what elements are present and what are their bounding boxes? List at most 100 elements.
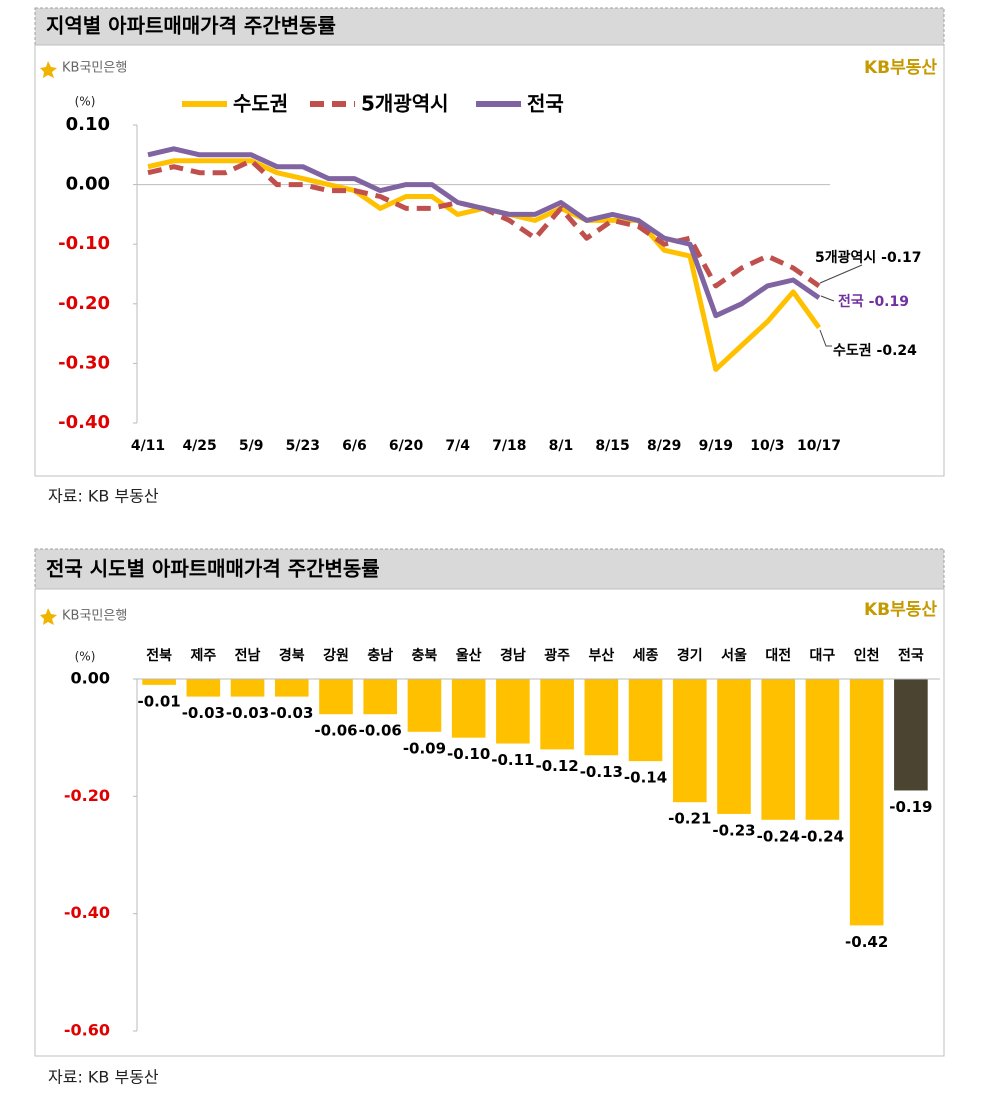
brand-logo: KB부동산	[864, 600, 937, 620]
value-label: -0.21	[668, 810, 711, 828]
bar	[363, 679, 398, 715]
bank-logo: KB국민은행	[62, 60, 127, 76]
x-tick-label: 6/6	[342, 438, 367, 454]
section-header	[34, 548, 945, 590]
legend-label: 5개광역시	[361, 92, 449, 116]
value-label: -0.14	[624, 769, 667, 787]
leader-line	[819, 264, 863, 284]
x-tick-label: 10/3	[750, 438, 784, 454]
value-label: -0.11	[491, 751, 534, 769]
value-label: -0.06	[359, 722, 402, 740]
y-tick-label: -0.20	[64, 786, 110, 805]
unit-label: (%)	[75, 650, 96, 664]
x-tick-label: 충남	[367, 647, 393, 664]
value-label: -0.06	[314, 722, 357, 740]
logo-icon	[40, 608, 57, 625]
x-tick-label: 경남	[500, 647, 526, 664]
value-label: -0.10	[447, 745, 490, 763]
x-tick-label: 9/19	[699, 438, 733, 454]
x-tick-label: 7/18	[492, 438, 526, 454]
value-label: -0.12	[535, 757, 578, 775]
y-tick-label: -0.20	[58, 293, 110, 314]
bar	[186, 679, 221, 697]
y-tick-label: -0.10	[58, 233, 110, 254]
value-label: -0.03	[226, 704, 269, 722]
x-tick-label: 7/4	[445, 438, 470, 454]
x-tick-label: 전국	[898, 647, 924, 664]
x-tick-label: 8/1	[549, 438, 574, 454]
x-tick-label: 8/15	[595, 438, 629, 454]
x-tick-label: 세종	[633, 648, 659, 664]
value-label: -0.24	[801, 827, 844, 845]
x-tick-label: 5/9	[239, 438, 264, 454]
bar	[672, 679, 707, 803]
x-tick-label: 광주	[544, 647, 570, 664]
x-tick-label: 강원	[323, 647, 349, 664]
x-tick-label: 대구	[810, 648, 836, 664]
bar	[717, 679, 751, 814]
y-tick-label: -0.30	[58, 352, 110, 373]
x-tick-label: 대전	[765, 647, 791, 664]
x-tick-label: 8/29	[647, 438, 681, 454]
legend-label: 수도권	[233, 92, 288, 116]
leader-line	[820, 295, 835, 302]
bar	[761, 679, 796, 820]
logo-icon	[40, 61, 57, 78]
bar	[894, 679, 928, 791]
bar	[407, 679, 442, 732]
end-label: 5개광역시 -0.17	[815, 249, 922, 266]
value-label: -0.19	[889, 798, 932, 816]
end-label: 전국 -0.19	[838, 293, 909, 310]
brand-logo: KB부동산	[864, 58, 937, 78]
x-tick-label: 충북	[412, 648, 438, 664]
y-tick-label: 0.10	[66, 114, 110, 135]
x-tick-label: 울산	[456, 647, 482, 664]
value-label: -0.23	[712, 821, 755, 839]
x-tick-label: 5/23	[286, 438, 320, 454]
value-label: -0.09	[403, 739, 446, 757]
value-label: -0.24	[757, 827, 800, 845]
x-tick-label: 4/11	[131, 438, 165, 454]
y-tick-label: -0.40	[58, 412, 110, 433]
bar	[628, 679, 663, 762]
x-tick-label: 경북	[279, 647, 305, 664]
value-label: -0.13	[580, 763, 623, 781]
chart-frame	[34, 588, 945, 1057]
bar	[319, 679, 353, 715]
value-label: -0.03	[270, 704, 313, 722]
chart-title: 지역별 아파트매매가격 주간변동률	[46, 14, 336, 38]
source: 자료: KB 부동산	[48, 487, 159, 506]
bar	[230, 679, 265, 697]
end-label: 수도권 -0.24	[833, 343, 917, 359]
chart-frame	[34, 44, 945, 477]
x-tick-label: 서울	[721, 647, 747, 664]
x-tick-label: 6/20	[389, 438, 424, 454]
unit-label: (%)	[75, 95, 96, 109]
bar	[805, 679, 840, 820]
x-tick-label: 10/17	[797, 438, 841, 454]
y-tick-label: -0.40	[64, 903, 110, 922]
y-tick-label: -0.60	[64, 1021, 110, 1040]
bar	[142, 679, 176, 685]
bar	[496, 679, 530, 744]
y-tick-label: 0.00	[66, 174, 110, 195]
x-tick-label: 제주	[190, 648, 216, 664]
value-label: -0.01	[137, 692, 180, 710]
x-tick-label: 전남	[235, 647, 261, 664]
x-tick-label: 인천	[854, 647, 880, 664]
series-line	[147, 146, 821, 319]
bar	[849, 679, 884, 926]
bar	[584, 679, 619, 756]
x-tick-label: 4/25	[182, 438, 216, 454]
bar	[274, 679, 309, 697]
x-tick-label: 전북	[146, 647, 172, 664]
legend-label: 전국	[527, 92, 564, 116]
value-label: -0.42	[845, 933, 888, 951]
bar	[540, 679, 574, 750]
source: 자료: KB 부동산	[48, 1068, 159, 1087]
bar	[451, 679, 486, 738]
x-tick-label: 경기	[677, 647, 703, 664]
section-header	[34, 7, 945, 46]
x-tick-label: 부산	[588, 647, 614, 664]
